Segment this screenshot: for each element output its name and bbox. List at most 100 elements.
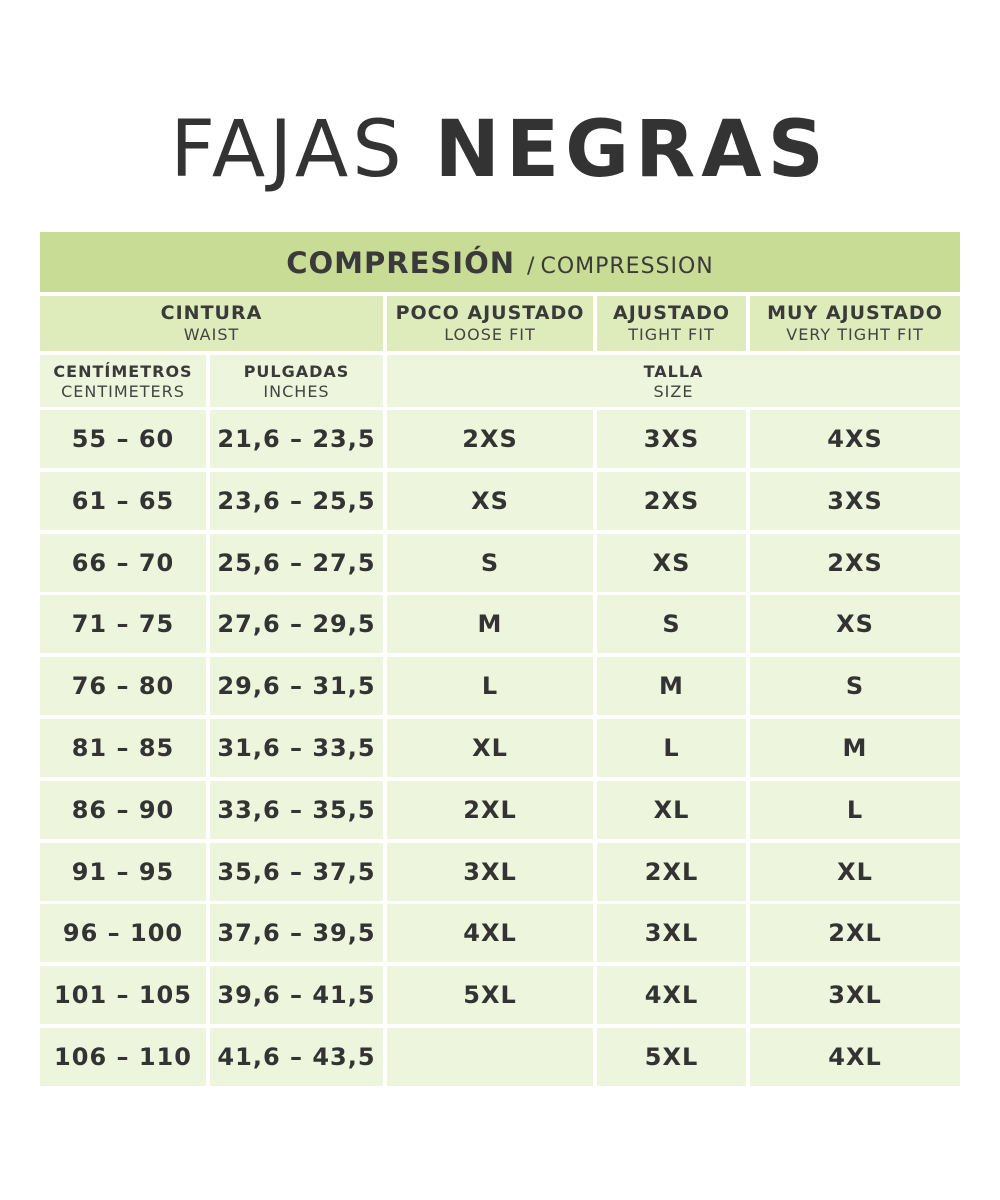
cell-value: 101 – 105: [54, 981, 192, 1009]
cell-value: 5XL: [463, 981, 517, 1009]
table-cell-very-tight: M: [750, 719, 960, 777]
table-cell-in: 41,6 – 43,5: [210, 1028, 383, 1086]
cell-value: 66 – 70: [71, 549, 175, 577]
header-loose-fit: POCO AJUSTADO LOOSE FIT: [387, 296, 593, 351]
table-cell-cm: 101 – 105: [40, 966, 206, 1024]
table-cell-loose: XS: [387, 472, 593, 530]
table-cell-tight: 5XL: [597, 1028, 746, 1086]
cell-value: 3XS: [643, 425, 700, 453]
table-cell-in: 23,6 – 25,5: [210, 472, 383, 530]
subheader-in-es: PULGADAS: [243, 361, 350, 381]
cell-value: XL: [653, 796, 690, 824]
cell-value: 25,6 – 27,5: [217, 549, 376, 577]
cell-value: L: [481, 672, 499, 700]
table-cell-cm: 61 – 65: [40, 472, 206, 530]
table-cell-cm: 55 – 60: [40, 410, 206, 468]
cell-value: 3XL: [644, 919, 699, 947]
table-cell-in: 33,6 – 35,5: [210, 781, 383, 839]
table-cell-in: 37,6 – 39,5: [210, 904, 383, 962]
cell-value: 2XL: [828, 919, 882, 947]
header-waist: CINTURA WAIST: [40, 296, 383, 351]
cell-value: M: [659, 672, 684, 700]
header-waist-en: WAIST: [183, 325, 240, 344]
subheader-in-en: INCHES: [263, 381, 330, 401]
subheader-size: TALLA SIZE: [387, 355, 960, 407]
cell-value: S: [480, 549, 500, 577]
table-cell-tight: L: [597, 719, 746, 777]
table-cell-in: 25,6 – 27,5: [210, 534, 383, 592]
header-loose-en: LOOSE FIT: [444, 325, 536, 344]
table-cell-loose: 5XL: [387, 966, 593, 1024]
table-cell-loose: M: [387, 595, 593, 653]
header-tight-fit: AJUSTADO TIGHT FIT: [597, 296, 746, 351]
cell-value: 41,6 – 43,5: [217, 1043, 376, 1071]
table-cell-very-tight: 2XL: [750, 904, 960, 962]
table-cell-cm: 91 – 95: [40, 843, 206, 901]
table-cell-very-tight: 3XL: [750, 966, 960, 1024]
cell-value: XS: [836, 610, 874, 638]
cell-value: 96 – 100: [62, 919, 184, 947]
cell-value: 2XL: [463, 796, 517, 824]
cell-value: 39,6 – 41,5: [217, 981, 376, 1009]
cell-value: 27,6 – 29,5: [217, 610, 376, 638]
table-cell-very-tight: 2XS: [750, 534, 960, 592]
header-tight-en: TIGHT FIT: [628, 325, 715, 344]
table-cell-tight: 2XL: [597, 843, 746, 901]
compression-banner: COMPRESIÓN / COMPRESSION: [40, 232, 960, 292]
title-light: FAJAS: [170, 105, 406, 195]
table-cell-cm: 81 – 85: [40, 719, 206, 777]
cell-value: XL: [837, 858, 873, 886]
cell-value: 81 – 85: [71, 734, 175, 762]
table-cell-cm: 106 – 110: [40, 1028, 206, 1086]
cell-value: M: [842, 734, 868, 762]
cell-value: 21,6 – 23,5: [217, 425, 376, 453]
table-cell-very-tight: XL: [750, 843, 960, 901]
table-cell-very-tight: XS: [750, 595, 960, 653]
cell-value: 55 – 60: [71, 425, 175, 453]
banner-separator: /: [527, 254, 535, 279]
subheader-cm-es: CENTÍMETROS: [53, 361, 193, 381]
header-tight-es: AJUSTADO: [613, 302, 730, 324]
title-bold: NEGRAS: [434, 105, 830, 195]
table-cell-tight: 2XS: [597, 472, 746, 530]
cell-value: 29,6 – 31,5: [217, 672, 376, 700]
table-cell-loose: S: [387, 534, 593, 592]
table-cell-loose: L: [387, 657, 593, 715]
table-cell-in: 31,6 – 33,5: [210, 719, 383, 777]
table-cell-very-tight: S: [750, 657, 960, 715]
cell-value: 71 – 75: [71, 610, 175, 638]
table-cell-cm: 66 – 70: [40, 534, 206, 592]
banner-sub: COMPRESSION: [540, 254, 714, 279]
cell-value: 61 – 65: [71, 487, 175, 515]
cell-value: XS: [652, 549, 691, 577]
cell-value: 2XS: [462, 425, 518, 453]
table-cell-tight: S: [597, 595, 746, 653]
cell-value: 5XL: [644, 1043, 699, 1071]
table-cell-loose: 2XS: [387, 410, 593, 468]
table-cell-in: 35,6 – 37,5: [210, 843, 383, 901]
subheader-size-en: SIZE: [653, 381, 694, 401]
page-title: FAJAS NEGRAS: [0, 100, 1000, 200]
table-cell-tight: XL: [597, 781, 746, 839]
table-cell-loose: [387, 1028, 593, 1086]
banner-main: COMPRESIÓN: [286, 246, 516, 280]
cell-value: 4XL: [644, 981, 699, 1009]
table-cell-in: 29,6 – 31,5: [210, 657, 383, 715]
table-cell-cm: 76 – 80: [40, 657, 206, 715]
cell-value: 2XS: [827, 549, 883, 577]
header-very-tight-es: MUY AJUSTADO: [767, 302, 943, 324]
cell-value: 3XL: [463, 858, 517, 886]
header-loose-es: POCO AJUSTADO: [395, 302, 585, 324]
table-cell-tight: 3XS: [597, 410, 746, 468]
table-cell-cm: 86 – 90: [40, 781, 206, 839]
subheader-inches: PULGADAS INCHES: [210, 355, 383, 407]
table-cell-in: 39,6 – 41,5: [210, 966, 383, 1024]
cell-value: 86 – 90: [71, 796, 175, 824]
table-cell-loose: 4XL: [387, 904, 593, 962]
cell-value: 35,6 – 37,5: [217, 858, 376, 886]
header-very-tight-fit: MUY AJUSTADO VERY TIGHT FIT: [750, 296, 960, 351]
cell-value: M: [477, 610, 503, 638]
subheader-cm-en: CENTIMETERS: [61, 381, 185, 401]
cell-value: 4XL: [828, 1043, 882, 1071]
cell-value: 31,6 – 33,5: [217, 734, 376, 762]
